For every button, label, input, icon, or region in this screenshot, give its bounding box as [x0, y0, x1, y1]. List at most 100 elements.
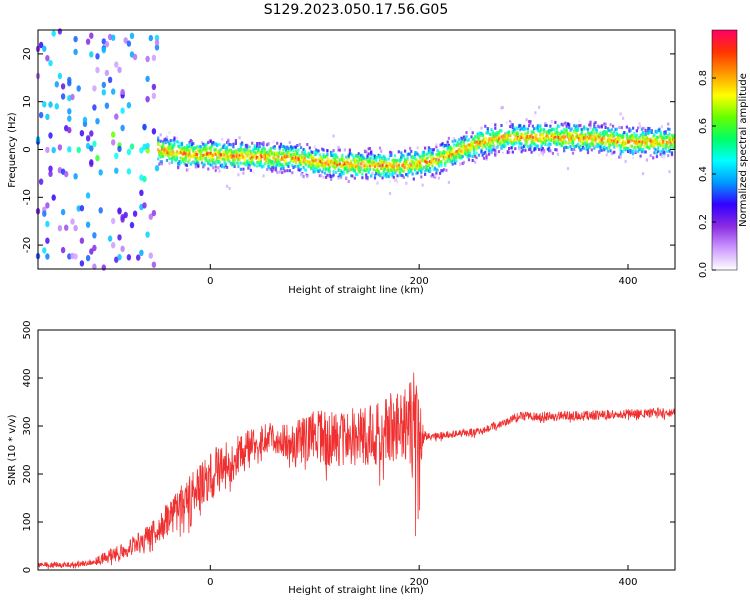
- snr-ylabel: SNR (10 * v/v): [7, 414, 18, 485]
- spectrogram-cell: [536, 129, 539, 132]
- spectrogram-cell: [301, 156, 304, 160]
- spectrogram-cell: [296, 144, 299, 147]
- spectrogram-cell: [619, 122, 622, 126]
- spectrogram-cell: [222, 157, 225, 161]
- spectrogram-cell: [627, 146, 630, 150]
- spectrogram-cell: [632, 149, 635, 153]
- spectrogram-cell: [464, 138, 467, 142]
- spectrogram-cell: [243, 158, 246, 162]
- spectrogram-cell: [222, 150, 225, 154]
- spectrogram-cell: [224, 146, 227, 150]
- spectrogram-cell: [292, 149, 295, 153]
- spectrogram-cell: [381, 163, 384, 167]
- spectrogram-cell: [299, 167, 303, 171]
- spectrogram-cell: [299, 160, 303, 164]
- spectrogram-cell: [383, 165, 387, 169]
- spectrogram-cell: [362, 164, 365, 168]
- spectrogram-cell: [184, 148, 187, 152]
- spectrogram-cell: [501, 134, 504, 138]
- spectrogram-cell: [173, 136, 176, 140]
- spectrogram-cell: [601, 132, 605, 136]
- spectrogram-cell: [645, 136, 648, 140]
- spectrogram-cell: [516, 127, 519, 131]
- spectrogram-cell: [437, 176, 440, 180]
- spectrogram-cell: [180, 146, 184, 150]
- spectrogram-cell: [330, 153, 333, 157]
- spectrogram-cell: [486, 127, 489, 130]
- spectrogram-cell: [159, 133, 162, 137]
- spectrogram-cell: [469, 127, 472, 130]
- spectrogram-cell: [352, 169, 355, 173]
- spectrogram-cell: [279, 167, 283, 171]
- spectrogram-cell: [142, 123, 147, 131]
- spectrogram-cell: [579, 124, 582, 127]
- spectrogram-cell: [217, 156, 220, 159]
- spectrogram-cell: [219, 148, 222, 152]
- spectrogram-cell: [352, 158, 355, 162]
- spectrogram-cell: [169, 142, 172, 146]
- spectrogram-cell: [42, 45, 47, 52]
- spectrogram-cell: [385, 164, 388, 168]
- spectrogram-cell: [622, 150, 625, 154]
- spectrogram-cell: [548, 142, 551, 145]
- spectrogram-cell: [378, 153, 382, 157]
- spectrogram-cell: [200, 161, 204, 165]
- spectrogram-cell: [197, 158, 200, 162]
- spectrogram-cell: [252, 170, 255, 174]
- spectrogram-cell: [330, 161, 333, 165]
- spectrogram-cell: [203, 156, 206, 160]
- spectrogram-cell: [553, 128, 556, 131]
- spectrogram-cell: [85, 192, 91, 199]
- spectrogram-cell: [591, 128, 595, 132]
- spectrogram-cell: [272, 167, 275, 171]
- spectrogram-cell: [425, 160, 428, 164]
- spectrogram-cell: [233, 155, 236, 158]
- spectrogram-cell: [192, 142, 195, 145]
- spectrogram-cell: [551, 127, 554, 131]
- spectrogram-cell: [434, 175, 437, 179]
- spectrogram-cell: [209, 156, 212, 160]
- spectrogram-cell: [234, 151, 237, 155]
- spectrogram-cell: [642, 132, 645, 136]
- spectrogram-cell: [242, 155, 245, 159]
- spectrogram-cell: [262, 142, 265, 146]
- spectrogram-cell: [410, 149, 413, 153]
- spectrogram-cell: [279, 158, 283, 162]
- spectrogram-cell: [484, 141, 487, 145]
- spectrogram-cell: [372, 157, 375, 161]
- spectrogram-cell: [630, 122, 633, 126]
- spectrogram-cell: [607, 134, 610, 138]
- spectrogram-cell: [560, 122, 563, 126]
- spectrogram-cell: [212, 157, 215, 161]
- spectrogram-cell: [172, 149, 175, 153]
- spectrogram-cell: [38, 41, 44, 49]
- spectrogram-cell: [620, 126, 623, 130]
- spectrogram-cell: [510, 146, 513, 150]
- spectrogram-cell: [357, 160, 360, 164]
- snr-ytick-label: 300: [22, 416, 33, 435]
- spectrogram-cell: [383, 158, 387, 162]
- spectrogram-cell: [581, 142, 585, 146]
- spectrogram-cell: [491, 130, 494, 134]
- spectrogram-cell: [214, 159, 217, 163]
- spectrogram-cell: [638, 148, 641, 152]
- spectrogram-cell: [405, 160, 408, 164]
- spectrogram-cell: [406, 174, 409, 178]
- spectrogram-cell: [241, 143, 244, 147]
- spectrogram-cell: [431, 164, 434, 168]
- spectrogram-cell: [307, 155, 310, 159]
- spectrogram-cell: [332, 134, 335, 138]
- spectrogram-cell: [269, 159, 273, 163]
- spectrogram-cell: [177, 140, 180, 144]
- spectrogram-cell: [653, 144, 656, 148]
- spectrogram-cell: [291, 155, 294, 159]
- spectrogram-cell: [95, 66, 100, 74]
- spectrogram-cell: [649, 154, 652, 158]
- spectrogram-cell: [401, 169, 404, 173]
- spectrogram-cell: [348, 163, 351, 167]
- spectrogram-cell: [470, 148, 473, 151]
- spectrogram-cell: [664, 132, 667, 135]
- spectrogram-cell: [157, 138, 160, 142]
- spectrogram-cell: [234, 150, 237, 154]
- spectrogram-cell: [627, 140, 630, 144]
